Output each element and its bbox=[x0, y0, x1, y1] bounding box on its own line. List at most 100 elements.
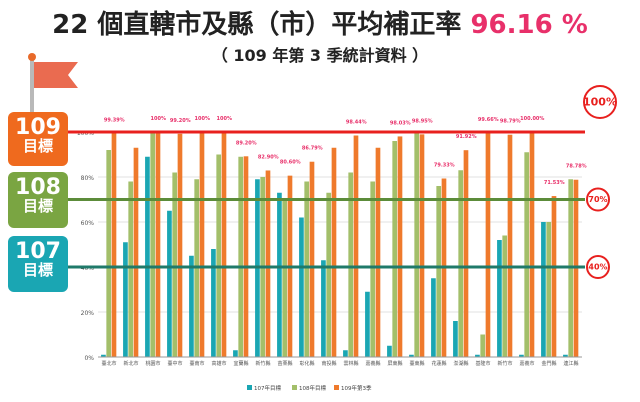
y-tick-label: 60% bbox=[81, 220, 95, 227]
data-label: 78.78% bbox=[566, 164, 587, 170]
data-label: 99.39% bbox=[104, 117, 125, 123]
x-tick-label: 臺南市 bbox=[189, 360, 204, 367]
bar bbox=[375, 147, 381, 357]
x-tick-label: 嘉義縣 bbox=[365, 360, 380, 367]
bar bbox=[387, 345, 392, 357]
bar bbox=[172, 172, 178, 357]
target-label: 目標 bbox=[22, 261, 53, 280]
x-tick-label: 雲林縣 bbox=[343, 360, 358, 367]
target-bubble-label: 70% bbox=[588, 195, 607, 204]
target-bubble-label: 100% bbox=[583, 96, 617, 109]
data-label: 100% bbox=[151, 116, 166, 122]
x-tick-label: 彰化縣 bbox=[299, 360, 314, 367]
x-tick-label: 屏東縣 bbox=[387, 360, 402, 367]
bar bbox=[167, 210, 172, 357]
bar bbox=[551, 196, 557, 357]
bar bbox=[101, 354, 106, 357]
data-label: 98.79% bbox=[500, 119, 521, 125]
bar bbox=[123, 242, 128, 357]
bar bbox=[133, 147, 139, 357]
x-tick-label: 新竹縣 bbox=[255, 360, 270, 367]
flag-icon bbox=[28, 53, 78, 112]
target-badge-107: 107 目標 bbox=[8, 236, 68, 292]
bar bbox=[304, 181, 310, 357]
bar bbox=[343, 350, 348, 357]
data-label: 71.53% bbox=[544, 180, 565, 186]
target-bubble bbox=[586, 255, 610, 279]
target-badge-108: 108 目標 bbox=[8, 172, 68, 228]
target-bubble bbox=[586, 187, 610, 212]
bar bbox=[150, 132, 156, 357]
bar bbox=[453, 321, 458, 357]
legend-label: 108年目標 bbox=[299, 384, 326, 392]
bar bbox=[299, 217, 304, 357]
bar bbox=[353, 135, 359, 357]
x-tick-label: 澎湖縣 bbox=[453, 360, 468, 367]
bar bbox=[216, 154, 222, 357]
bar bbox=[563, 354, 568, 357]
bar bbox=[365, 291, 370, 357]
bar bbox=[221, 132, 227, 357]
data-label: 100% bbox=[195, 116, 210, 122]
bar bbox=[238, 156, 244, 357]
x-tick-label: 臺東縣 bbox=[409, 360, 424, 367]
bar bbox=[309, 161, 315, 357]
data-label: 79.33% bbox=[434, 163, 455, 169]
bar bbox=[419, 134, 425, 357]
bar bbox=[475, 354, 480, 357]
data-label: 82.90% bbox=[258, 154, 279, 160]
bar bbox=[502, 235, 508, 357]
bar bbox=[519, 354, 524, 357]
bar bbox=[111, 133, 117, 357]
bar bbox=[199, 132, 205, 357]
bar bbox=[265, 170, 271, 357]
x-tick-label: 金門縣 bbox=[541, 360, 556, 367]
bar bbox=[145, 156, 150, 357]
bar bbox=[106, 150, 112, 357]
bar bbox=[243, 156, 249, 357]
legend-label: 109年第3季 bbox=[341, 384, 372, 392]
bar bbox=[541, 222, 546, 357]
bar bbox=[436, 186, 442, 357]
x-tick-label: 嘉義市 bbox=[519, 360, 534, 367]
x-tick-label: 苗栗縣 bbox=[277, 360, 292, 367]
data-label: 99.20% bbox=[170, 118, 191, 124]
title-rate: 96.16 % bbox=[470, 10, 588, 40]
bar bbox=[348, 172, 354, 357]
page-subtitle: （ 109 年第 3 季統計資料 ） bbox=[211, 46, 429, 65]
x-tick-label: 臺中市 bbox=[167, 360, 182, 367]
x-tick-label: 新竹市 bbox=[497, 360, 512, 367]
bar bbox=[497, 240, 502, 357]
bar bbox=[480, 334, 486, 357]
bar bbox=[277, 192, 282, 357]
target-year: 107 bbox=[15, 239, 61, 264]
legend-swatch bbox=[292, 385, 297, 390]
x-tick-label: 連江縣 bbox=[563, 360, 578, 367]
bar bbox=[524, 152, 530, 357]
bar bbox=[177, 133, 183, 357]
bar bbox=[370, 181, 376, 357]
target-bubble-label: 40% bbox=[588, 263, 607, 272]
bar bbox=[326, 192, 332, 357]
title-prefix: 22 個直轄市及縣（市）平均補正率 bbox=[52, 10, 462, 40]
bar bbox=[128, 181, 134, 357]
bar bbox=[392, 141, 398, 357]
bar bbox=[211, 249, 216, 357]
x-tick-label: 南投縣 bbox=[321, 360, 336, 367]
data-label: 98.95% bbox=[412, 118, 433, 124]
y-tick-label: 80% bbox=[81, 175, 95, 182]
x-tick-label: 宜蘭縣 bbox=[233, 360, 248, 367]
target-label: 目標 bbox=[22, 137, 53, 156]
data-labels-group: 99.39% 100% 99.20% 100% 100% 89.20% 82.90%80.6… bbox=[104, 116, 587, 186]
bar bbox=[546, 222, 552, 357]
x-tick-label: 臺北市 bbox=[101, 360, 116, 367]
data-label: 89.20% bbox=[236, 140, 257, 146]
x-tick-label: 基隆市 bbox=[475, 360, 490, 367]
x-tick-label: 新北市 bbox=[123, 360, 138, 367]
bar bbox=[233, 350, 238, 357]
target-lines-group: 100% 70% 40% bbox=[68, 85, 617, 279]
bar bbox=[331, 147, 337, 357]
bar bbox=[507, 134, 513, 357]
data-label: 86.79% bbox=[302, 146, 323, 152]
